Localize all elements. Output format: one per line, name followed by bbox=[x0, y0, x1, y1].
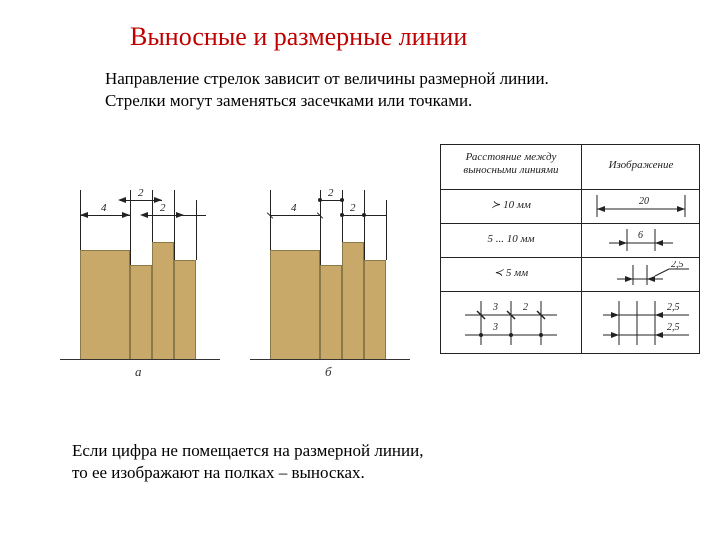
th-col2: Изображение bbox=[581, 159, 701, 172]
dim-a-2a: 2 bbox=[138, 187, 144, 199]
svg-text:20: 20 bbox=[639, 196, 649, 207]
row2-label: 5 ... 10 мм bbox=[441, 233, 581, 246]
svg-text:2: 2 bbox=[523, 302, 528, 313]
fig-a-label: а bbox=[135, 364, 142, 380]
diagram-area: 4 2 2 а 4 2 2 bbox=[50, 160, 420, 380]
footer-line-1: Если цифра не помещается на размерной ли… bbox=[72, 441, 423, 460]
dim-b-2a: 2 bbox=[328, 187, 334, 199]
reference-table: Расстояние междувыносными линиями Изобра… bbox=[440, 144, 700, 354]
dim-b-2b: 2 bbox=[350, 202, 356, 214]
svg-text:2,5: 2,5 bbox=[671, 261, 684, 270]
row3-label: ≺ 5 мм bbox=[441, 267, 581, 280]
figure-b: 4 2 2 б bbox=[250, 180, 410, 380]
subtitle-line-2: Стрелки могут заменяться засечками или т… bbox=[105, 91, 472, 110]
row2-icon: 6 bbox=[589, 227, 693, 253]
subtitle-block: Направление стрелок зависит от величины … bbox=[105, 68, 549, 112]
svg-text:3: 3 bbox=[492, 322, 498, 333]
dim-a-4: 4 bbox=[101, 202, 107, 214]
svg-text:6: 6 bbox=[638, 230, 643, 241]
dim-b-4: 4 bbox=[291, 202, 297, 214]
row1-label: ≻ 10 мм bbox=[441, 199, 581, 212]
footer-line-2: то ее изображают на полках – выносках. bbox=[72, 463, 365, 482]
fig-b-label: б bbox=[325, 364, 332, 380]
dim-a-2b: 2 bbox=[160, 202, 166, 214]
row4-left-icon: 3 2 3 bbox=[451, 295, 571, 351]
svg-text:3: 3 bbox=[492, 302, 498, 313]
th-col1: Расстояние междувыносными линиями bbox=[441, 151, 581, 177]
footer-block: Если цифра не помещается на размерной ли… bbox=[72, 440, 423, 484]
subtitle-line-1: Направление стрелок зависит от величины … bbox=[105, 69, 549, 88]
row4-right-icon: 2,5 2,5 bbox=[589, 295, 693, 351]
row1-icon: 20 bbox=[589, 193, 693, 219]
page-title: Выносные и размерные линии bbox=[130, 22, 467, 52]
row3-icon: 2,5 bbox=[589, 261, 693, 287]
figure-a: 4 2 2 а bbox=[60, 180, 220, 380]
svg-text:2,5: 2,5 bbox=[667, 322, 680, 333]
svg-text:2,5: 2,5 bbox=[667, 302, 680, 313]
